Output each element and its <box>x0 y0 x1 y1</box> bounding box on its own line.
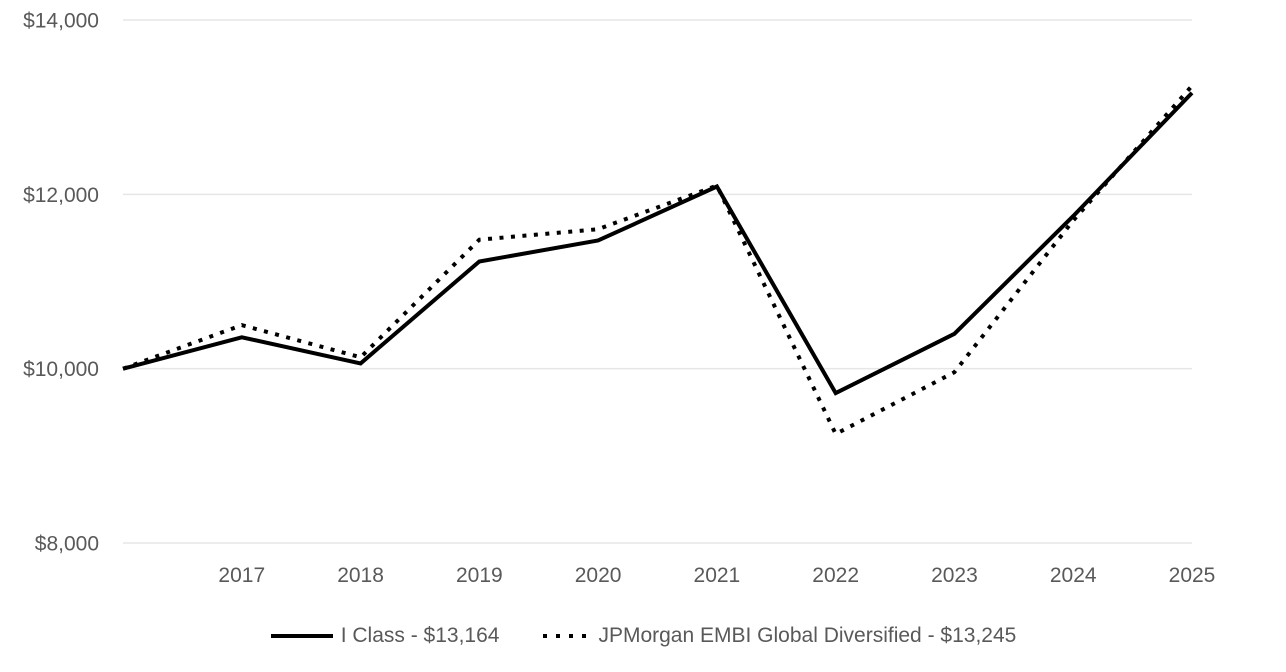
series-line-jpm-embi <box>122 84 1194 437</box>
legend-item-i-class: I Class - $13,164 <box>270 624 500 648</box>
y-tick-label-8000: $8,000 <box>35 533 99 556</box>
solid-line-swatch <box>270 634 333 638</box>
x-tick-label-2018: 2018 <box>337 564 384 587</box>
x-tick-label-2019: 2019 <box>456 564 503 587</box>
x-tick-label-2017: 2017 <box>218 564 265 587</box>
y-tick-label-12000: $12,000 <box>23 184 99 207</box>
legend-label-jpm-embi: JPMorgan EMBI Global Diversified - $13,2… <box>598 624 1017 647</box>
y-tick-label-14000: $14,000 <box>23 10 99 33</box>
legend-item-jpm-embi: JPMorgan EMBI Global Diversified - $13,2… <box>541 624 1016 648</box>
x-tick-label-2020: 2020 <box>575 564 622 587</box>
legend-label-i-class: I Class - $13,164 <box>340 624 500 647</box>
chart-plot-area: $14,000 $12,000 $10,000 $8,000 2017 2018 2019 2… <box>23 10 1216 588</box>
dotted-line-swatch <box>543 634 588 638</box>
x-tick-label-2024: 2024 <box>1050 564 1097 587</box>
series-line-i-class <box>122 91 1194 396</box>
x-tick-label-2021: 2021 <box>694 564 741 587</box>
y-tick-label-10000: $10,000 <box>23 358 99 381</box>
chart-legend: I Class - $13,164 JPMorgan EMBI Global D… <box>0 624 1286 648</box>
x-tick-label-2025: 2025 <box>1169 564 1216 587</box>
x-tick-label-2023: 2023 <box>931 564 978 587</box>
x-tick-label-2022: 2022 <box>812 564 859 587</box>
